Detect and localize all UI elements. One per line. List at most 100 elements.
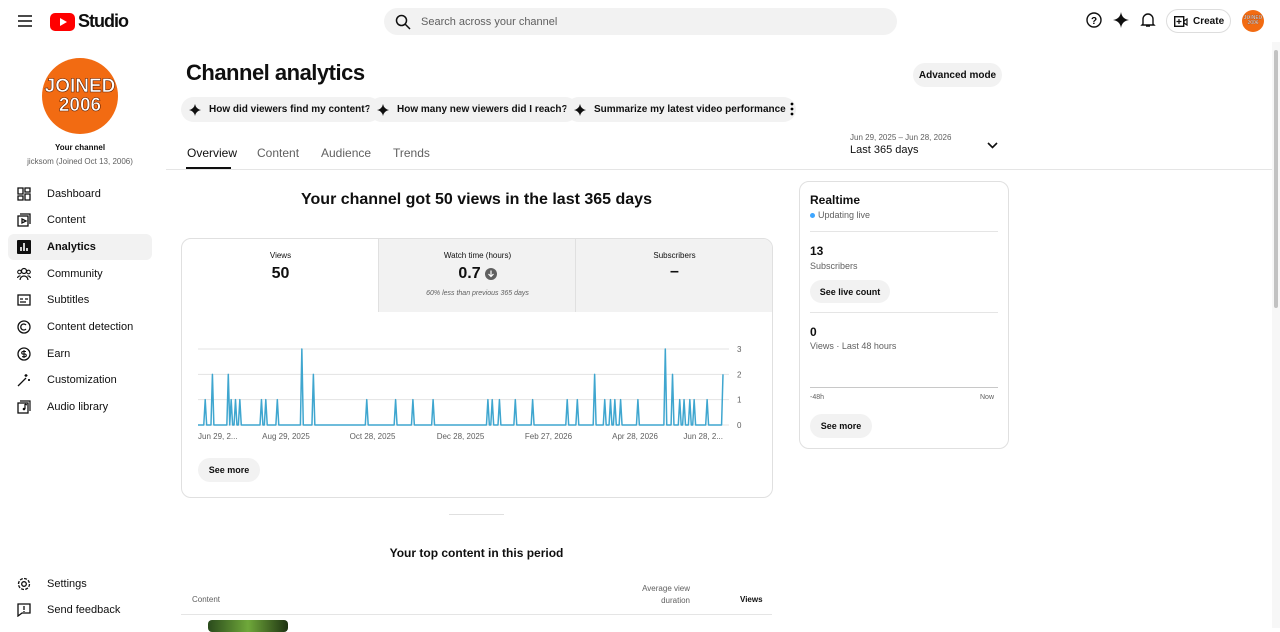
channel-avatar[interactable]: JOINED 2006: [42, 58, 118, 134]
create-label: Create: [1193, 15, 1225, 27]
nav-item[interactable]: Community: [8, 261, 152, 287]
metric-value: –: [670, 263, 679, 280]
chip-label: How did viewers find my content?: [209, 104, 371, 115]
search-box[interactable]: Search across your channel: [384, 8, 897, 35]
metric-note: 60% less than previous 365 days: [426, 290, 529, 297]
realtime-card: Realtime Updating live 13 Subscribers Se…: [799, 181, 1009, 449]
nav-label: Send feedback: [47, 604, 121, 616]
nav-item[interactable]: Earn: [8, 341, 152, 367]
x-tick-label: Dec 28, 2025: [437, 432, 485, 441]
nav-label: Dashboard: [47, 188, 101, 200]
divider: [166, 169, 1272, 170]
decrease-icon: [484, 268, 497, 280]
column-header: Average view duration: [642, 584, 690, 605]
summary: Your channel got 50 views in the last 36…: [301, 191, 652, 208]
tab[interactable]: Trends: [393, 146, 430, 160]
period[interactable]: Last 365 days: [850, 144, 919, 156]
divider: [378, 239, 379, 312]
views-label: Views · Last 48 hours: [810, 341, 897, 351]
suggestion-chip[interactable]: How many new viewers did I reach?: [369, 97, 578, 122]
realtime-axis: [810, 387, 998, 388]
tab[interactable]: Audience: [321, 146, 372, 160]
scrollbar[interactable]: [1272, 42, 1280, 628]
nav-item[interactable]: Content detection: [8, 314, 152, 340]
logo[interactable]: Studio: [50, 11, 129, 32]
period-dropdown[interactable]: [987, 142, 998, 150]
notifications-icon[interactable]: [1140, 12, 1156, 28]
menu-button[interactable]: [18, 14, 32, 32]
create-button[interactable]: Create: [1166, 9, 1231, 33]
x-tick-label: Feb 27, 2026: [525, 432, 573, 441]
status-text: Updating live: [818, 210, 871, 220]
x-tick-label: Jun 28, 2...: [683, 432, 723, 441]
suggestion-chip[interactable]: How did viewers find my content?: [181, 97, 381, 122]
views-line: [198, 348, 724, 426]
metric-value-row: 0.7: [379, 265, 576, 283]
suggestion-chip[interactable]: Summarize my latest video performance: [566, 97, 796, 122]
tab[interactable]: Content: [257, 146, 300, 160]
see-more-button[interactable]: See more: [198, 458, 260, 482]
metric-value: 50: [271, 265, 290, 282]
chip-label: How many new viewers did I reach?: [397, 104, 568, 115]
nav-item-active[interactable]: Analytics: [8, 234, 152, 260]
avatar-text: 2006: [1247, 20, 1259, 26]
nav-item[interactable]: Subtitles: [8, 287, 152, 313]
nav-item[interactable]: Audio library: [8, 394, 152, 420]
x-tick-label: Oct 28, 2025: [350, 432, 396, 441]
column-header: Views: [740, 595, 763, 604]
metric-value: 0.7: [458, 265, 481, 282]
nav-label: Subtitles: [47, 294, 90, 306]
views-chart: 0 1 2 3 Jun 29, 2... Aug 29, 2025 Oct 28, 2025…: [198, 345, 742, 441]
svg-text:?: ?: [1091, 16, 1097, 27]
search-placeholder: Search across your channel: [421, 15, 558, 28]
nav-item[interactable]: Send feedback: [8, 597, 152, 623]
nav-item[interactable]: Customization: [8, 367, 152, 393]
section-title: Your top content in this period: [389, 546, 564, 560]
channel-handle: jicksom (Joined Oct 13, 2006): [27, 157, 133, 166]
avatar-text: 2006: [58, 95, 102, 116]
axis-label: -48h: [810, 394, 825, 401]
divider: [810, 231, 998, 232]
nav-item[interactable]: Content: [8, 207, 152, 233]
live-count-button[interactable]: See live count: [810, 280, 890, 303]
tab-underline: [186, 167, 231, 169]
divider: [810, 312, 998, 313]
tab-active[interactable]: Overview: [187, 146, 238, 160]
account-avatar[interactable]: JOINED 2006: [1242, 10, 1264, 32]
ai-icon[interactable]: [1113, 12, 1129, 28]
axis-label: Now: [980, 394, 995, 401]
chip-label: Summarize my latest video performance: [594, 104, 786, 115]
y-tick-label: 1: [737, 396, 742, 405]
card-title: Realtime: [810, 193, 861, 207]
nav-item[interactable]: Settings: [8, 571, 152, 597]
x-tick-label: Apr 28, 2026: [612, 432, 658, 441]
metrics-card: Views 50 Watch time (hours) 0.7 60% less…: [181, 238, 773, 498]
nav-label: Settings: [47, 578, 87, 590]
avatar-text: JOINED: [44, 76, 116, 97]
avatar-text: JOINED: [1243, 15, 1263, 21]
divider: [181, 614, 772, 615]
advanced-mode-button[interactable]: Advanced mode: [913, 63, 1002, 87]
nav-item[interactable]: Dashboard: [8, 181, 152, 207]
y-tick-label: 3: [737, 345, 742, 354]
more-button[interactable]: [789, 102, 795, 116]
divider: [575, 239, 576, 312]
subscriber-count: 13: [810, 244, 824, 258]
nav-label: Content detection: [47, 321, 134, 333]
help-icon[interactable]: ?: [1086, 12, 1102, 28]
metric-label: Subscribers: [653, 251, 696, 260]
video-thumbnail[interactable]: [208, 620, 288, 632]
y-tick-label: 0: [737, 421, 742, 430]
see-more-button[interactable]: See more: [810, 414, 872, 438]
nav-label: Analytics: [47, 241, 96, 253]
y-tick-label: 2: [737, 370, 742, 379]
x-tick-label: Aug 29, 2025: [262, 432, 310, 441]
scroll-thumb[interactable]: [1274, 50, 1278, 308]
nav-label: Content: [47, 214, 86, 226]
live-status: Updating live: [810, 210, 870, 220]
metric-label: Views: [269, 251, 292, 260]
date-range: Jun 29, 2025 – Jun 28, 2026: [850, 133, 952, 142]
nav-label: Customization: [47, 374, 117, 386]
